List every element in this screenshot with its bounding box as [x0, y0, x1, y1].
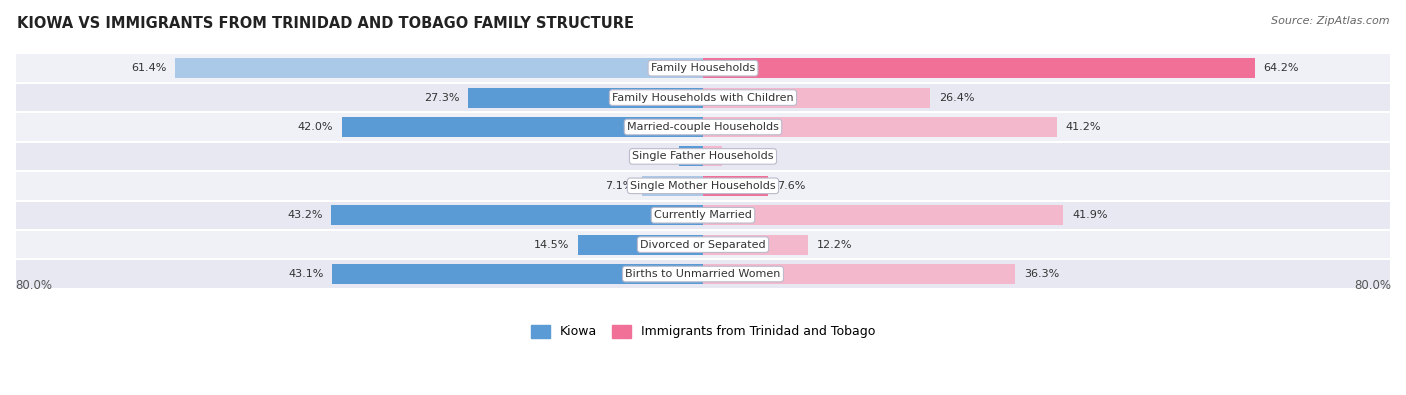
Bar [15, 260, 1391, 289]
Text: 12.2%: 12.2% [817, 240, 852, 250]
Text: 2.8%: 2.8% [641, 151, 671, 162]
Text: Family Households with Children: Family Households with Children [612, 92, 794, 103]
Legend: Kiowa, Immigrants from Trinidad and Tobago: Kiowa, Immigrants from Trinidad and Toba… [531, 325, 875, 339]
Bar [15, 201, 1391, 230]
Text: 61.4%: 61.4% [131, 63, 166, 73]
Bar [15, 230, 1391, 260]
Text: 42.0%: 42.0% [298, 122, 333, 132]
Text: 7.1%: 7.1% [605, 181, 633, 191]
Text: Divorced or Separated: Divorced or Separated [640, 240, 766, 250]
Bar [703, 235, 808, 255]
Bar [468, 88, 703, 107]
Text: 80.0%: 80.0% [15, 279, 52, 292]
Bar [332, 205, 703, 225]
Text: 41.2%: 41.2% [1066, 122, 1101, 132]
Text: 43.1%: 43.1% [288, 269, 323, 279]
Bar [703, 58, 1256, 78]
Text: 2.2%: 2.2% [731, 151, 759, 162]
Text: Births to Unmarried Women: Births to Unmarried Women [626, 269, 780, 279]
Text: KIOWA VS IMMIGRANTS FROM TRINIDAD AND TOBAGO FAMILY STRUCTURE: KIOWA VS IMMIGRANTS FROM TRINIDAD AND TO… [17, 16, 634, 31]
Bar [703, 176, 768, 196]
Text: 14.5%: 14.5% [534, 240, 569, 250]
Text: 80.0%: 80.0% [1354, 279, 1391, 292]
Bar [15, 112, 1391, 142]
Bar [643, 176, 703, 196]
Text: Married-couple Households: Married-couple Households [627, 122, 779, 132]
Text: 43.2%: 43.2% [287, 210, 323, 220]
Text: 26.4%: 26.4% [939, 92, 974, 103]
Bar [332, 264, 703, 284]
Bar [703, 117, 1057, 137]
Text: Source: ZipAtlas.com: Source: ZipAtlas.com [1271, 16, 1389, 26]
Bar [703, 205, 1063, 225]
Bar [15, 171, 1391, 201]
Text: 27.3%: 27.3% [425, 92, 460, 103]
Text: 64.2%: 64.2% [1264, 63, 1299, 73]
Text: 36.3%: 36.3% [1024, 269, 1059, 279]
Text: 41.9%: 41.9% [1071, 210, 1108, 220]
Bar [703, 264, 1015, 284]
Bar [174, 58, 703, 78]
Text: Currently Married: Currently Married [654, 210, 752, 220]
Bar [679, 147, 703, 166]
Bar [578, 235, 703, 255]
Bar [703, 147, 721, 166]
Bar [342, 117, 703, 137]
Bar [15, 83, 1391, 112]
Text: Family Households: Family Households [651, 63, 755, 73]
Text: Single Father Households: Single Father Households [633, 151, 773, 162]
Text: Single Mother Households: Single Mother Households [630, 181, 776, 191]
Bar [703, 88, 929, 107]
Bar [15, 53, 1391, 83]
Text: 7.6%: 7.6% [778, 181, 806, 191]
Bar [15, 142, 1391, 171]
